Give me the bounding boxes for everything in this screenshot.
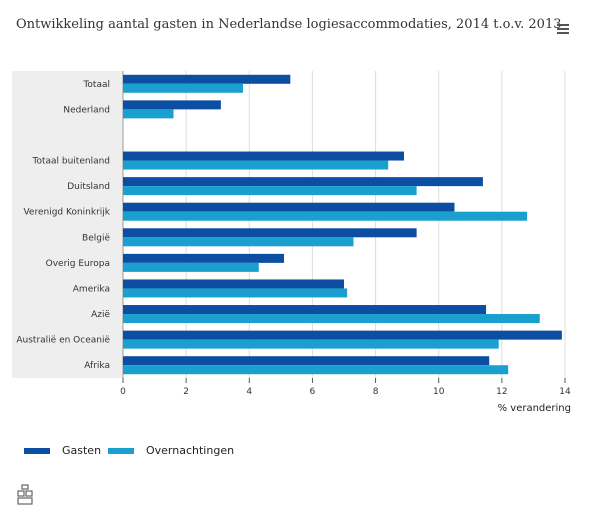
bar-chart: Totaal Nederland Totaal buitenland Duitslan… <box>12 71 571 414</box>
bar-gasten-azie[interactable] <box>123 305 487 315</box>
bar-overnachtingen-amerika[interactable] <box>123 288 348 298</box>
legend-swatch-overnachtingen <box>108 447 134 454</box>
category-label-overig-europa: Overig Europa <box>46 259 110 269</box>
bar-gasten-totaal-buitenland[interactable] <box>123 151 404 161</box>
x-tick-label-0: 0 <box>120 387 126 397</box>
bar-overnachtingen-totaal-buitenland[interactable] <box>123 160 389 170</box>
bar-gasten-belgie[interactable] <box>123 228 417 238</box>
bar-overnachtingen-totaal[interactable] <box>123 83 243 93</box>
legend-item-overnachtingen[interactable]: Overnachtingen <box>108 444 234 457</box>
category-label-amerika: Amerika <box>73 284 110 294</box>
x-tick-label-8: 8 <box>373 387 379 397</box>
category-label-belgie: België <box>82 233 110 243</box>
category-label-duitsland: Duitsland <box>67 182 110 192</box>
bar-gasten-overig-europa[interactable] <box>123 253 285 263</box>
bar-gasten-amerika[interactable] <box>123 279 344 289</box>
legend-label-overnachtingen: Overnachtingen <box>146 444 235 457</box>
bar-overnachtingen-afrika[interactable] <box>123 365 509 375</box>
category-label-band <box>12 71 123 378</box>
bar-overnachtingen-duitsland[interactable] <box>123 186 417 196</box>
bar-gasten-afrika[interactable] <box>123 356 490 366</box>
legend-label-gasten: Gasten <box>62 444 102 457</box>
bar-gasten-totaal[interactable] <box>123 74 291 84</box>
bar-overnachtingen-azie[interactable] <box>123 314 540 324</box>
x-tick-label-14: 14 <box>559 387 571 397</box>
x-tick-label-6: 6 <box>310 387 316 397</box>
x-tick-label-10: 10 <box>433 387 445 397</box>
category-label-totaal-buitenland: Totaal buitenland <box>31 157 110 167</box>
chart-title: Ontwikkeling aantal gasten in Nederlands… <box>16 17 562 32</box>
bar-overnachtingen-belgie[interactable] <box>123 237 354 247</box>
bar-gasten-duitsland[interactable] <box>123 177 483 187</box>
bar-gasten-nederland[interactable] <box>123 100 221 110</box>
category-label-totaal: Totaal <box>82 80 110 90</box>
x-axis-label: % verandering <box>498 403 571 414</box>
category-label-azie: Azië <box>91 310 110 320</box>
category-label-nederland: Nederland <box>63 105 110 115</box>
bar-overnachtingen-verenigd-koninkrijk[interactable] <box>123 211 528 221</box>
legend-item-gasten[interactable]: Gasten <box>24 444 101 457</box>
cbs-logo-icon <box>17 484 33 505</box>
legend-swatch-gasten <box>24 447 50 454</box>
bar-overnachtingen-australie-en-oceanie[interactable] <box>123 339 499 349</box>
bar-overnachtingen-nederland[interactable] <box>123 109 174 119</box>
bar-overnachtingen-overig-europa[interactable] <box>123 262 259 272</box>
hamburger-menu-icon[interactable] <box>557 24 569 35</box>
category-label-verenigd-koninkrijk: Verenigd Koninkrijk <box>23 208 110 218</box>
x-tick-label-4: 4 <box>246 387 252 397</box>
bar-gasten-verenigd-koninkrijk[interactable] <box>123 202 455 212</box>
x-tick-label-12: 12 <box>496 387 507 397</box>
x-tick-label-2: 2 <box>183 387 189 397</box>
category-label-afrika: Afrika <box>84 361 110 371</box>
category-label-australie-en-oceanie: Australië en Oceanië <box>16 336 110 346</box>
bar-gasten-australie-en-oceanie[interactable] <box>123 330 562 340</box>
